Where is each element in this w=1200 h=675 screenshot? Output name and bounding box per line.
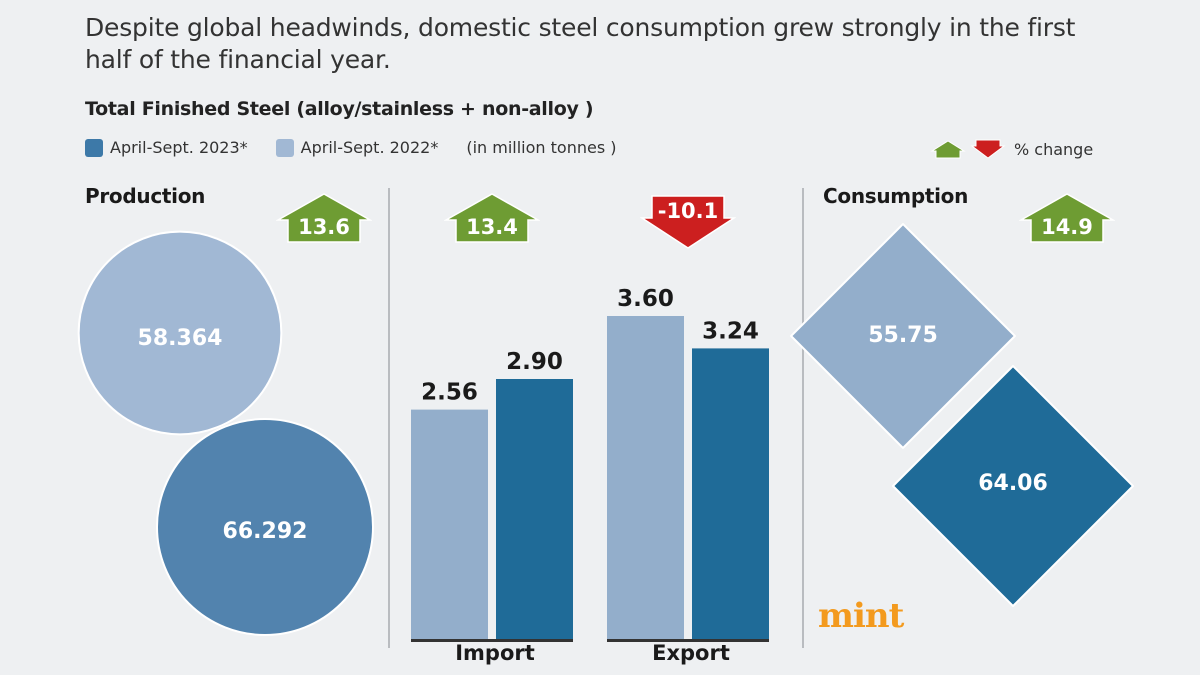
consumption-label-2023: 64.06 — [978, 471, 1048, 496]
consumption-diamond-2022 — [790, 223, 1016, 449]
legend-swatch-2022 — [275, 138, 294, 157]
up-arrow-icon — [930, 140, 966, 159]
change-badge-import: 13.4 — [444, 193, 540, 243]
import-bar-2022 — [411, 409, 488, 640]
legend-item-2023: April-Sept. 2023* — [85, 138, 248, 157]
export-baseline — [607, 639, 769, 642]
change-value-export: -10.1 — [658, 199, 719, 223]
export-bar-2023 — [692, 348, 769, 640]
pct-change-legend: % change — [930, 138, 1093, 160]
change-badge-export: -10.1 — [640, 195, 736, 249]
production-circle-2022 — [77, 230, 283, 436]
export-label-2022: 3.60 — [617, 286, 674, 312]
legend-label-2023: April-Sept. 2023* — [110, 138, 248, 157]
headline: Despite global headwinds, domestic steel… — [85, 13, 1076, 74]
import-label-2023: 2.90 — [506, 349, 563, 375]
legend-label-2022: April-Sept. 2022* — [300, 138, 439, 157]
divider-right — [802, 188, 804, 648]
export-axis-label: Export — [652, 641, 730, 665]
change-value-import: 13.4 — [466, 215, 518, 239]
legend-item-2022: April-Sept. 2022* — [275, 138, 439, 157]
unit-note: (in million tonnes ) — [466, 138, 617, 157]
brand-logo: mint — [818, 596, 904, 636]
import-label-2022: 2.56 — [421, 380, 478, 406]
production-label-2022: 58.364 — [138, 326, 223, 351]
divider-left — [388, 188, 390, 648]
pct-change-label: % change — [1014, 139, 1094, 159]
import-axis-label: Import — [455, 641, 535, 665]
consumption-label-2022: 55.75 — [868, 323, 938, 348]
chart-subtitle: Total Finished Steel (alloy/stainless + … — [85, 98, 594, 120]
change-value-consumption: 14.9 — [1041, 215, 1093, 239]
change-badge-production: 13.6 — [276, 193, 372, 243]
export-label-2023: 3.24 — [702, 318, 759, 344]
import-bar-2023 — [496, 379, 573, 640]
change-value-production: 13.6 — [298, 215, 350, 239]
legend: April-Sept. 2023* April-Sept. 2022* (in … — [85, 138, 617, 157]
export-bar-2022 — [607, 316, 684, 640]
legend-swatch-2023 — [85, 138, 103, 157]
production-label-2023: 66.292 — [223, 519, 308, 544]
consumption-diamond-2023 — [892, 365, 1134, 607]
import-baseline — [411, 639, 573, 642]
section-title-production: Production — [85, 184, 206, 208]
production-circle-2023 — [156, 418, 374, 636]
section-title-consumption: Consumption — [823, 184, 969, 208]
down-arrow-icon — [970, 139, 1006, 159]
change-badge-consumption: 14.9 — [1019, 193, 1115, 243]
